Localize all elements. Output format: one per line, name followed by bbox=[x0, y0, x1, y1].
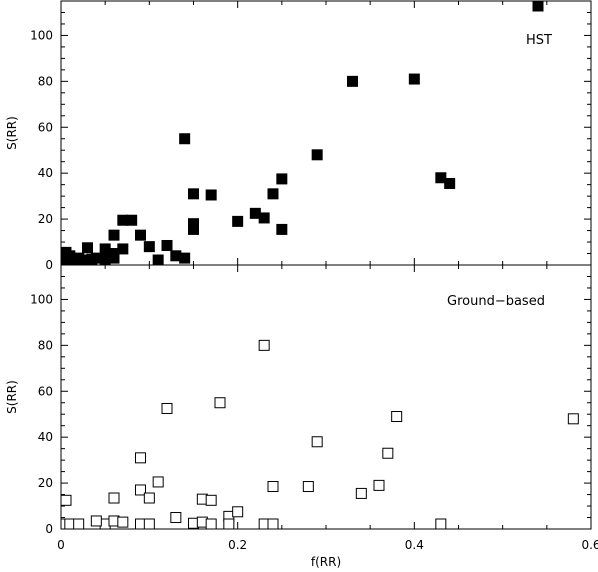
data-point bbox=[82, 242, 93, 254]
data-point bbox=[135, 452, 146, 464]
y-tick-label: 80 bbox=[38, 338, 53, 352]
data-point bbox=[126, 214, 138, 226]
bottom-panel: 0 0.2 0.4 0.6 0 20 40 60 80 100 S(RR) Ground−bas… bbox=[5, 264, 598, 569]
y-tick-label: 60 bbox=[38, 120, 53, 134]
data-point bbox=[135, 484, 146, 496]
data-point bbox=[302, 481, 314, 493]
data-point bbox=[355, 487, 367, 499]
data-point bbox=[135, 229, 146, 241]
data-point bbox=[60, 494, 72, 506]
bottom-x-ticks: 0 0.2 0.4 0.6 bbox=[57, 265, 598, 552]
data-point bbox=[152, 254, 164, 266]
data-point bbox=[161, 239, 173, 251]
data-point bbox=[373, 479, 385, 491]
top-panel-frame bbox=[60, 0, 592, 266]
data-point bbox=[205, 518, 217, 530]
data-point bbox=[382, 447, 394, 459]
top-panel: 0 20 40 60 80 100 S(RR) HST bbox=[5, 0, 592, 272]
data-point bbox=[214, 397, 226, 409]
data-point bbox=[205, 494, 217, 506]
bottom-points bbox=[60, 339, 579, 530]
data-point bbox=[161, 402, 173, 414]
data-point bbox=[117, 243, 129, 255]
data-point bbox=[444, 178, 456, 190]
top-panel-annotation: HST bbox=[526, 33, 552, 48]
data-point bbox=[267, 188, 279, 200]
data-point bbox=[347, 75, 358, 87]
x-tick-label: 0 bbox=[57, 538, 65, 552]
y-tick-label: 80 bbox=[38, 74, 53, 88]
data-point bbox=[258, 339, 270, 351]
data-point bbox=[223, 518, 235, 530]
y-tick-label: 20 bbox=[38, 476, 53, 490]
data-point bbox=[435, 518, 447, 530]
y-tick-label: 20 bbox=[38, 212, 53, 226]
data-point bbox=[311, 149, 323, 161]
x-axis-label: f(RR) bbox=[311, 555, 341, 569]
data-point bbox=[232, 506, 244, 518]
data-point bbox=[258, 212, 270, 224]
data-point bbox=[567, 413, 579, 425]
data-point bbox=[73, 518, 85, 530]
y-tick-label: 0 bbox=[45, 522, 53, 536]
top-y-ticks: 0 20 40 60 80 100 bbox=[30, 0, 591, 272]
y-tick-label: 60 bbox=[38, 384, 53, 398]
data-point bbox=[232, 215, 244, 227]
bottom-y-axis-label: S(RR) bbox=[5, 380, 19, 414]
data-point bbox=[188, 223, 199, 235]
y-tick-label: 100 bbox=[30, 28, 53, 42]
y-tick-label: 40 bbox=[38, 166, 53, 180]
y-tick-label: 0 bbox=[45, 258, 53, 272]
data-point bbox=[179, 252, 191, 264]
data-point bbox=[276, 173, 288, 185]
data-point bbox=[143, 492, 155, 504]
data-point bbox=[143, 518, 155, 530]
bottom-panel-annotation: Ground−based bbox=[447, 294, 545, 309]
data-point bbox=[408, 73, 420, 85]
data-point bbox=[108, 492, 120, 504]
x-tick-label: 0.4 bbox=[405, 538, 424, 552]
top-x-ticks bbox=[60, 1, 592, 265]
data-point bbox=[435, 172, 447, 184]
data-point bbox=[532, 0, 544, 12]
data-point bbox=[117, 516, 129, 528]
data-point bbox=[179, 133, 191, 145]
data-point bbox=[391, 411, 403, 423]
data-point bbox=[143, 241, 155, 253]
top-y-axis-label: S(RR) bbox=[5, 116, 19, 150]
data-point bbox=[205, 189, 217, 201]
y-tick-label: 100 bbox=[30, 292, 53, 306]
data-point bbox=[152, 476, 164, 488]
top-points bbox=[60, 0, 544, 266]
bottom-y-ticks: 0 20 40 60 80 100 bbox=[30, 264, 591, 536]
data-point bbox=[276, 223, 288, 235]
x-tick-label: 0.6 bbox=[581, 538, 598, 552]
data-point bbox=[267, 481, 279, 493]
data-point bbox=[170, 512, 182, 524]
data-point bbox=[188, 188, 199, 200]
data-point bbox=[311, 436, 323, 448]
x-tick-label: 0.2 bbox=[228, 538, 247, 552]
data-point bbox=[90, 515, 102, 527]
y-tick-label: 40 bbox=[38, 430, 53, 444]
data-point bbox=[267, 518, 279, 530]
data-point bbox=[108, 229, 120, 241]
